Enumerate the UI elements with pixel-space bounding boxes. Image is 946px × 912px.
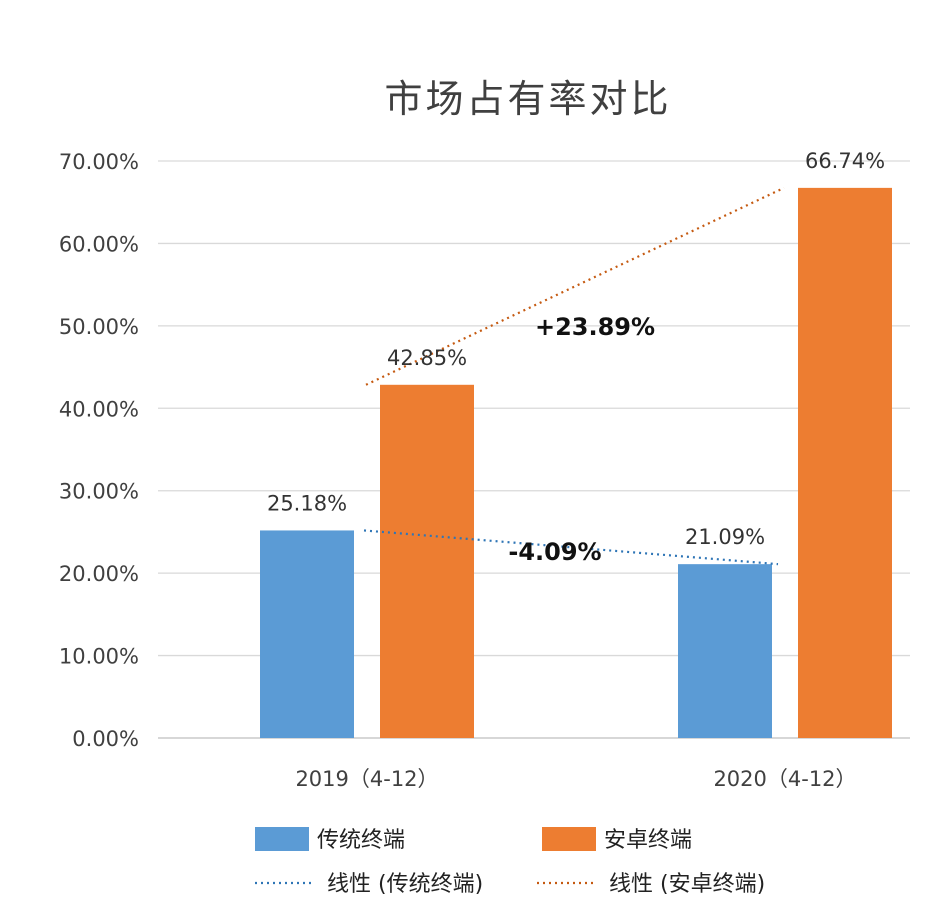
y-tick-label: 40.00% [59, 397, 139, 421]
legend-swatch [542, 827, 596, 851]
trend-annotation: +23.89% [535, 313, 655, 341]
trendline [365, 186, 785, 386]
legend-label: 线性 (安卓终端) [609, 872, 765, 897]
data-labels: 25.18% 21.09% 42.85% 66.74% [267, 149, 885, 549]
bar [260, 530, 354, 738]
x-tick-label: 2020（4-12） [713, 767, 856, 791]
data-label: 66.74% [805, 149, 885, 173]
y-tick-label: 0.00% [72, 727, 139, 751]
bar [678, 564, 772, 738]
data-label: 21.09% [685, 525, 765, 549]
chart-title: 市场占有率对比 [384, 77, 671, 121]
data-label: 42.85% [387, 346, 467, 370]
bar [380, 384, 474, 738]
trend-annotation: -4.09% [508, 538, 601, 566]
y-axis: 0.00% 10.00% 20.00% 30.00% 40.00% 50.00% 60.00… [59, 150, 139, 751]
y-tick-label: 10.00% [59, 645, 139, 669]
y-tick-label: 50.00% [59, 315, 139, 339]
legend-label: 安卓终端 [604, 828, 692, 853]
legend-label: 线性 (传统终端) [327, 872, 483, 897]
y-tick-label: 60.00% [59, 232, 139, 256]
x-tick-label: 2019（4-12） [295, 767, 438, 791]
data-label: 25.18% [267, 491, 347, 515]
legend-swatch [255, 827, 309, 851]
y-tick-label: 70.00% [59, 150, 139, 174]
bars [260, 187, 892, 739]
y-tick-label: 30.00% [59, 480, 139, 504]
x-axis: 2019（4-12） 2020（4-12） [295, 767, 856, 791]
legend-label: 传统终端 [317, 828, 405, 853]
y-tick-label: 20.00% [59, 562, 139, 586]
trendlines: -4.09% +23.89% [363, 186, 785, 566]
bar [798, 187, 892, 739]
